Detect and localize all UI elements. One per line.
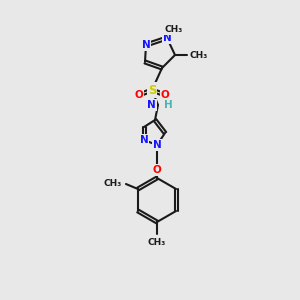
Text: N: N <box>153 140 161 150</box>
Text: H: H <box>164 100 173 110</box>
Text: S: S <box>148 83 156 97</box>
Text: N: N <box>142 40 150 50</box>
Text: N: N <box>147 100 156 110</box>
Text: N: N <box>163 33 171 43</box>
Text: CH₃: CH₃ <box>190 50 208 59</box>
Text: CH₃: CH₃ <box>148 238 166 247</box>
Text: CH₃: CH₃ <box>104 179 122 188</box>
Text: N: N <box>140 135 148 145</box>
Text: O: O <box>153 165 161 175</box>
Text: CH₃: CH₃ <box>165 26 183 34</box>
Text: O: O <box>160 90 169 100</box>
Text: O: O <box>135 90 143 100</box>
